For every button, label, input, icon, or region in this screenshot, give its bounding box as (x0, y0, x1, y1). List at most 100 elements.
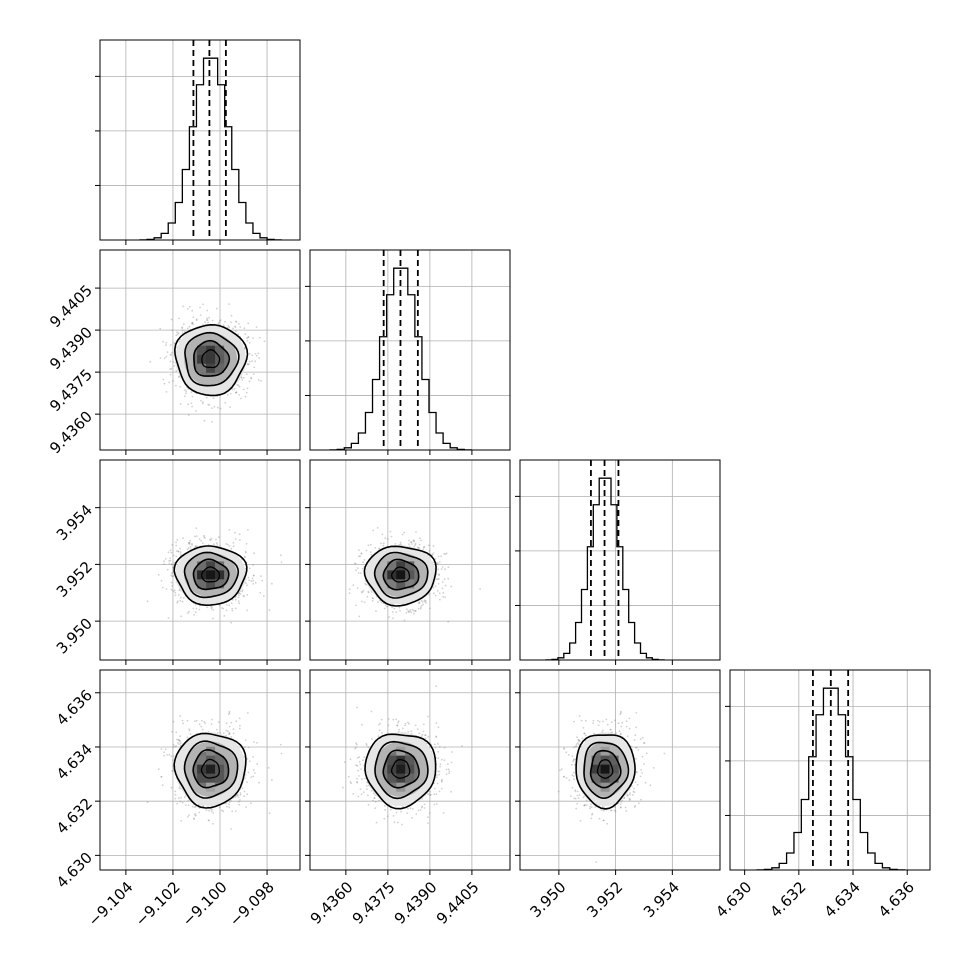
sample-point (185, 390, 188, 393)
sample-point (247, 336, 250, 338)
sample-point (178, 317, 180, 320)
sample-point (194, 720, 196, 722)
sample-point (225, 543, 228, 545)
sample-point (217, 536, 220, 539)
sample-point (184, 804, 187, 806)
sample-point (409, 541, 412, 544)
sample-point (171, 329, 174, 331)
density-cell (387, 561, 397, 571)
sample-point (175, 384, 177, 387)
sample-point (252, 775, 255, 778)
sample-point (342, 786, 344, 789)
panel-frame (99, 39, 301, 241)
sample-point (179, 742, 182, 745)
sample-point (360, 600, 363, 603)
sample-point (222, 324, 225, 326)
sample-point (257, 379, 260, 381)
sample-point (267, 767, 270, 769)
sample-point (367, 591, 370, 594)
sample-point (418, 543, 421, 546)
sample-point (243, 795, 246, 798)
sample-point (172, 554, 175, 557)
sample-point (234, 596, 237, 599)
sample-point (246, 337, 248, 339)
sample-point (200, 400, 202, 402)
sample-point (179, 553, 182, 556)
contour-line (363, 545, 437, 607)
sample-point (246, 758, 249, 760)
sample-point (348, 592, 351, 594)
sample-point (204, 321, 207, 323)
sample-point (411, 816, 414, 819)
density-cell (215, 579, 225, 589)
sample-point (181, 326, 184, 328)
sample-point (414, 544, 417, 546)
density-cell (405, 579, 415, 589)
sample-point (230, 736, 233, 738)
sample-point (412, 539, 415, 542)
sample-point (411, 608, 414, 611)
sample-point (429, 790, 432, 793)
sample-point (237, 796, 240, 799)
sample-point (191, 543, 193, 545)
sample-point (232, 732, 235, 735)
sample-point (163, 754, 166, 757)
density-cell (197, 363, 207, 373)
sample-point (241, 589, 244, 592)
sample-point (417, 602, 420, 604)
sample-point (236, 384, 239, 386)
sample-point (187, 547, 190, 549)
sample-point (174, 589, 176, 592)
sample-point (250, 580, 253, 583)
sample-point (419, 606, 422, 609)
sample-point (228, 326, 231, 328)
sample-point (157, 574, 160, 576)
sample-point (182, 722, 185, 725)
sample-point (206, 606, 209, 609)
histogram-step (329, 267, 472, 450)
sample-point (438, 573, 440, 576)
sample-point (424, 734, 427, 737)
panel-frame (519, 459, 721, 661)
sample-point (389, 530, 392, 533)
sample-point (384, 537, 387, 540)
sample-point (230, 799, 232, 802)
sample-point (182, 537, 185, 540)
sample-point (177, 550, 180, 553)
sample-point (364, 582, 367, 585)
sample-point (435, 735, 438, 738)
sample-point (184, 389, 186, 391)
sample-point (437, 568, 440, 571)
sample-point (421, 601, 424, 603)
sample-point (213, 406, 216, 408)
sample-point (172, 720, 175, 723)
sample-point (360, 553, 363, 555)
contour-line (173, 545, 248, 607)
sample-point (394, 543, 397, 545)
sample-point (203, 419, 206, 422)
sample-point (221, 809, 223, 812)
sample-point (170, 367, 173, 370)
sample-point (195, 318, 198, 320)
sample-point (238, 385, 241, 388)
sample-point (447, 566, 450, 569)
contour-line (173, 732, 247, 809)
sample-point (410, 543, 413, 545)
sample-point (408, 543, 410, 546)
sample-point (413, 612, 415, 615)
sample-point (367, 544, 370, 547)
sample-point (228, 725, 231, 728)
sample-point (440, 555, 442, 558)
sample-point (217, 321, 220, 324)
sample-point (234, 796, 237, 799)
contour-line (200, 758, 220, 779)
sample-point (248, 760, 251, 762)
sample-point (208, 316, 211, 319)
scatter-panel-3-1 (305, 669, 511, 875)
sample-point (363, 559, 366, 561)
sample-point (437, 555, 440, 558)
sample-point (252, 756, 255, 758)
sample-point (257, 352, 260, 355)
sample-point (425, 602, 427, 604)
sample-point (358, 549, 360, 551)
